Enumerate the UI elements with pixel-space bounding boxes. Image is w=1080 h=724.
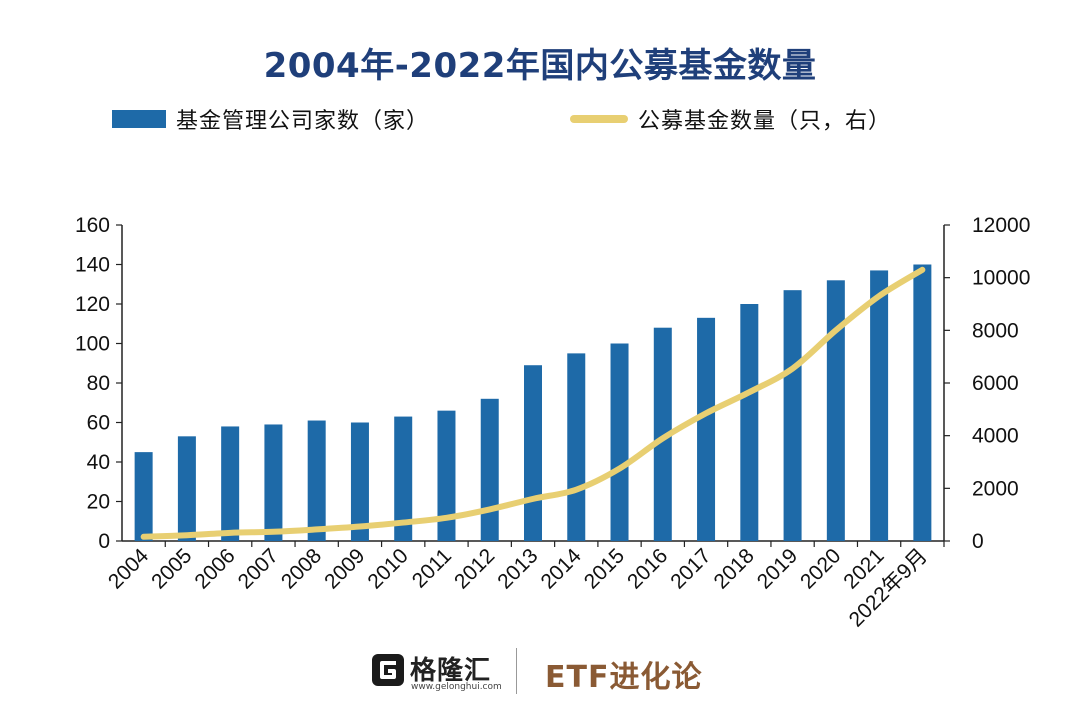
right-tick-label: 4000	[972, 425, 1019, 448]
bar	[524, 365, 542, 541]
bar	[177, 436, 196, 541]
footer: 格隆汇 www.gelonghui.com ETF进化论	[0, 646, 1080, 696]
bar	[307, 420, 326, 541]
left-tick-label: 60	[87, 412, 110, 435]
x-tick-label: 2012	[450, 544, 499, 593]
x-tick-label: 2014	[537, 544, 587, 594]
bar	[437, 410, 456, 541]
x-tick-label: 2011	[408, 544, 456, 592]
legend-bar-label: 基金管理公司家数（家）	[176, 109, 430, 134]
x-tick-label: 2005	[147, 544, 196, 593]
gelonghui-logo-icon	[372, 654, 404, 686]
bar	[653, 327, 672, 541]
left-tick-label: 100	[75, 333, 110, 356]
x-tick-label: 2004	[104, 544, 154, 594]
legend-line-swatch	[570, 115, 628, 123]
x-tick-label: 2020	[796, 544, 845, 593]
footer-divider	[516, 648, 517, 694]
logo-url: www.gelonghui.com	[411, 682, 502, 692]
chart-title: 2004年-2022年国内公募基金数量	[263, 46, 817, 86]
right-tick-label: 12000	[972, 214, 1030, 237]
logo-text: 格隆汇	[410, 656, 492, 686]
bar	[783, 290, 802, 541]
bar	[394, 416, 413, 541]
bar	[221, 426, 240, 541]
legend-line-label: 公募基金数量（只，右）	[638, 109, 892, 134]
left-tick-label: 160	[75, 214, 110, 237]
bar	[480, 398, 499, 541]
left-tick-label: 20	[87, 491, 110, 514]
legend-bar-entry: 基金管理公司家数（家）	[112, 102, 429, 136]
x-tick-label: 2019	[753, 544, 802, 593]
x-tick-label: 2009	[320, 544, 369, 593]
x-tick-label: 2008	[277, 544, 326, 593]
x-tick-label: 2018	[710, 544, 759, 593]
x-tick-label: 2017	[666, 544, 715, 593]
right-tick-label: 2000	[972, 477, 1019, 500]
x-tick-label: 2016	[623, 544, 672, 593]
bar	[610, 343, 629, 541]
bar	[264, 424, 283, 541]
right-tick-label: 0	[972, 530, 984, 553]
bar	[913, 264, 932, 541]
right-tick-label: 10000	[972, 267, 1030, 290]
bar	[567, 353, 586, 541]
left-tick-label: 120	[75, 293, 110, 316]
legend-bar-swatch	[112, 110, 166, 128]
x-tick-label: 2006	[190, 544, 239, 593]
left-tick-label: 140	[75, 254, 110, 277]
bar	[826, 280, 845, 541]
bar	[350, 422, 369, 541]
right-tick-label: 6000	[972, 372, 1019, 395]
right-tick-label: 8000	[972, 319, 1019, 342]
left-tick-label: 80	[87, 372, 110, 395]
x-tick-label: 2010	[363, 544, 412, 593]
bar	[870, 270, 889, 541]
bar	[697, 317, 716, 541]
left-tick-label: 40	[87, 451, 110, 474]
x-tick-label: 2015	[580, 544, 629, 593]
x-tick-label: 2007	[234, 544, 283, 593]
x-tick-label: 2013	[493, 544, 542, 593]
legend-line-entry: 公募基金数量（只，右）	[570, 102, 891, 136]
brand-name: ETF进化论	[545, 660, 703, 695]
bar	[134, 452, 153, 541]
left-tick-label: 0	[98, 530, 110, 553]
bar	[740, 304, 759, 541]
